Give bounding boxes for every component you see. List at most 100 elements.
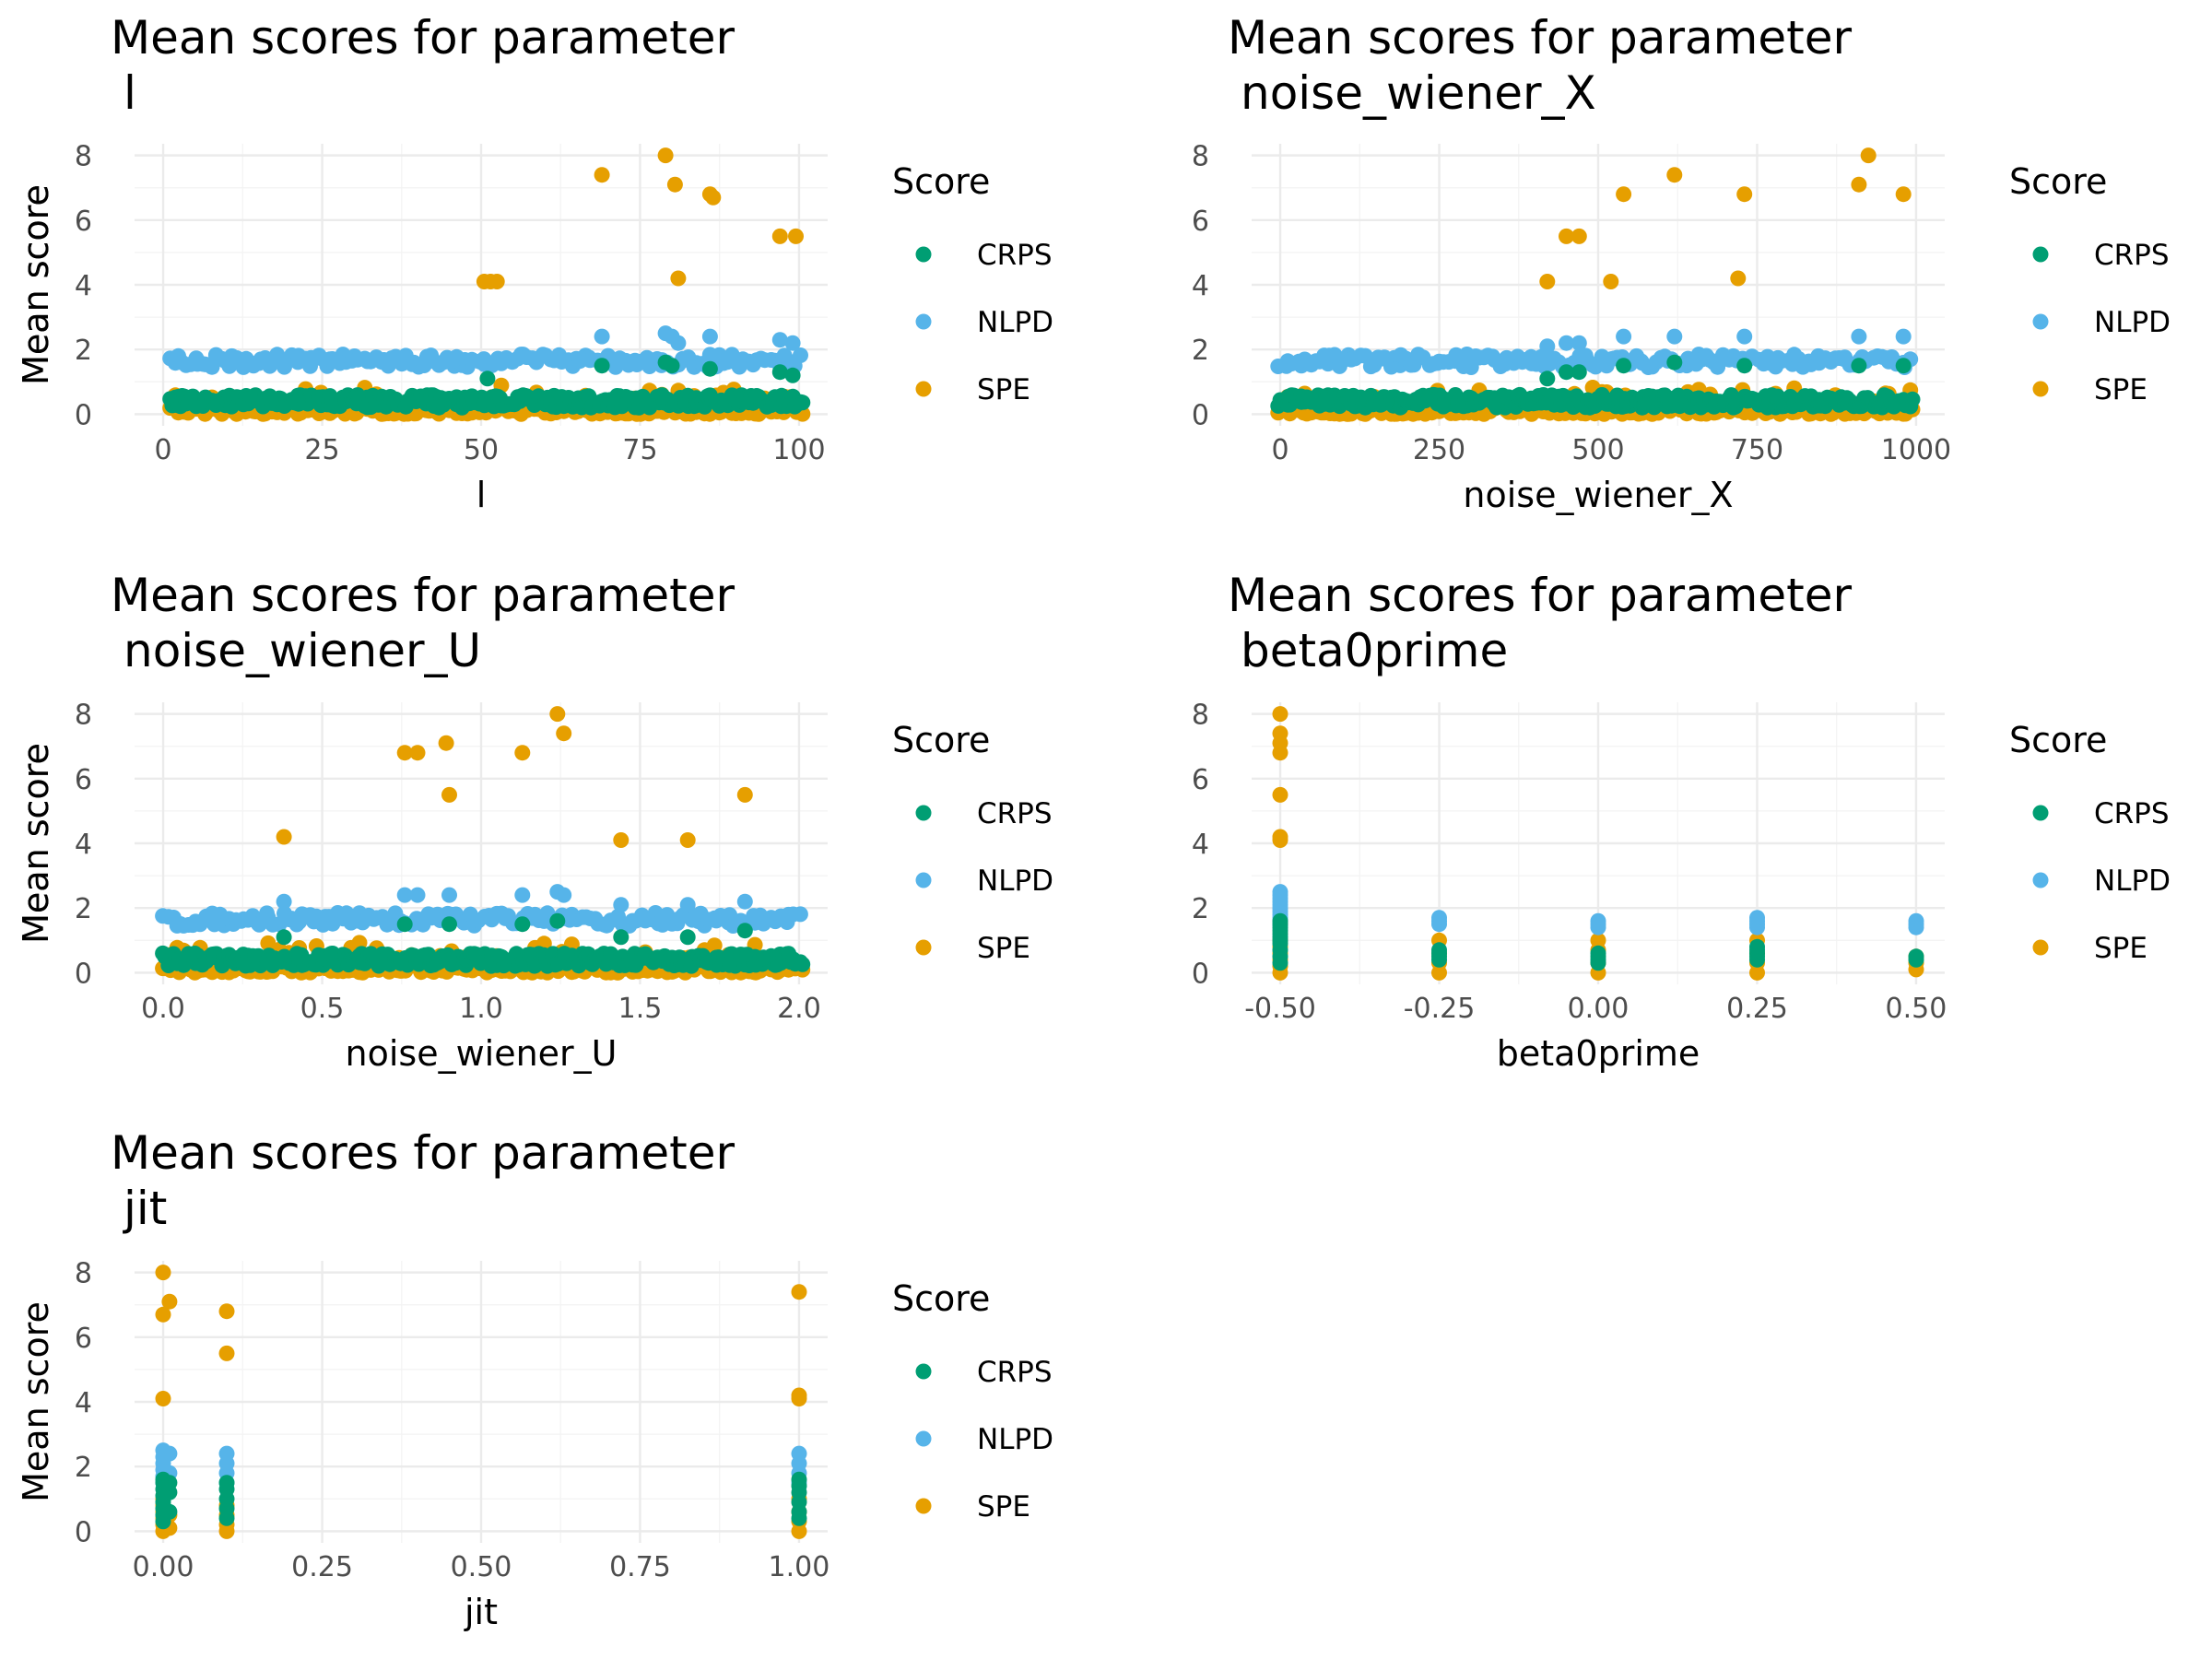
x-tick-label: 50 bbox=[464, 434, 499, 466]
point-nlpd bbox=[161, 1445, 178, 1462]
point-spe bbox=[657, 147, 674, 164]
point-nlpd bbox=[791, 1445, 807, 1462]
legend-key-spe bbox=[915, 1498, 932, 1514]
point-spe bbox=[549, 706, 566, 723]
point-spe bbox=[556, 725, 572, 742]
legend: Score CRPS NLPD SPE bbox=[892, 1278, 1053, 1524]
point-nlpd bbox=[409, 887, 426, 903]
point-crps bbox=[1666, 354, 1683, 371]
point-nlpd bbox=[1559, 335, 1574, 351]
point-spe bbox=[441, 786, 457, 803]
point-crps bbox=[679, 929, 696, 946]
y-tick-label: 8 bbox=[75, 141, 92, 173]
y-tick-label: 0 bbox=[75, 1516, 92, 1548]
y-axis-label: Mean score bbox=[16, 743, 56, 944]
y-tick-label: 8 bbox=[1192, 700, 1209, 732]
point-spe bbox=[736, 786, 753, 803]
point-spe bbox=[155, 1391, 171, 1406]
x-tick-label: 750 bbox=[1731, 434, 1783, 466]
point-crps bbox=[736, 923, 753, 939]
y-tick-label: 0 bbox=[1192, 399, 1209, 431]
y-tick-label: 4 bbox=[1192, 829, 1209, 861]
point-crps bbox=[784, 367, 801, 383]
y-tick-label: 6 bbox=[75, 764, 92, 796]
y-tick-label: 2 bbox=[1192, 335, 1209, 367]
x-tick-label: 0.25 bbox=[1726, 993, 1788, 1025]
point-spe bbox=[1666, 167, 1683, 183]
point-spe bbox=[218, 1303, 235, 1320]
point-spe bbox=[1590, 932, 1606, 948]
point-nlpd bbox=[396, 887, 413, 903]
point-nlpd bbox=[1851, 328, 1867, 345]
point-crps bbox=[1736, 358, 1753, 374]
point-crps bbox=[791, 1471, 807, 1488]
point-nlpd bbox=[218, 1445, 235, 1462]
panel-title-param: l bbox=[124, 66, 136, 120]
point-spe bbox=[613, 832, 629, 848]
point-nlpd bbox=[1616, 328, 1632, 345]
panel-title: Mean scores for parameter bbox=[111, 1126, 735, 1180]
point-crps bbox=[1272, 912, 1288, 929]
point-spe bbox=[679, 832, 696, 848]
x-axis-label: noise_wiener_U bbox=[346, 1033, 618, 1074]
legend-key-nlpd bbox=[915, 1430, 932, 1447]
panel-beta0prime: Mean scores for parameterbeta0prime-0.50… bbox=[16, 569, 2171, 1074]
legend-label-nlpd: NLPD bbox=[2094, 306, 2171, 339]
point-spe bbox=[1895, 186, 1912, 203]
legend-key-nlpd bbox=[2032, 872, 2049, 888]
legend: Score CRPS NLPD SPE bbox=[2009, 161, 2171, 406]
point-nlpd bbox=[1272, 884, 1288, 900]
x-tick-label: 500 bbox=[1571, 434, 1624, 466]
point-crps bbox=[1908, 948, 1924, 965]
point-nlpd bbox=[276, 893, 292, 910]
point-spe bbox=[1272, 706, 1288, 723]
point-nlpd bbox=[784, 335, 801, 351]
point-crps bbox=[514, 916, 531, 933]
y-tick-label: 4 bbox=[1192, 270, 1209, 302]
y-tick-label: 0 bbox=[75, 958, 92, 990]
point-crps bbox=[1904, 391, 1921, 407]
legend-label-nlpd: NLPD bbox=[977, 1423, 1053, 1456]
x-tick-label: 0.0 bbox=[141, 993, 185, 1025]
x-tick-label: 0.50 bbox=[451, 1551, 512, 1583]
x-tick-label: 1000 bbox=[1881, 434, 1951, 466]
legend-label-crps: CRPS bbox=[977, 1356, 1053, 1389]
point-crps bbox=[276, 929, 292, 946]
x-tick-label: 0.75 bbox=[609, 1551, 671, 1583]
point-nlpd bbox=[1571, 335, 1587, 351]
point-spe bbox=[276, 829, 292, 845]
x-tick-label: 0.00 bbox=[133, 1551, 194, 1583]
y-tick-label: 2 bbox=[75, 893, 92, 925]
panel-title: Mean scores for parameter bbox=[1228, 11, 1852, 65]
point-nlpd bbox=[771, 332, 788, 348]
point-spe bbox=[791, 1284, 807, 1300]
point-crps bbox=[1571, 364, 1587, 381]
point-spe bbox=[438, 735, 454, 751]
legend: Score CRPS NLPD SPE bbox=[892, 720, 1053, 965]
point-crps bbox=[1851, 358, 1867, 374]
point-spe bbox=[155, 1306, 171, 1323]
y-axis-label: Mean score bbox=[16, 184, 56, 385]
x-tick-label: 0.25 bbox=[291, 1551, 353, 1583]
point-spe bbox=[670, 270, 687, 287]
point-spe bbox=[161, 1293, 178, 1310]
legend-key-spe bbox=[2032, 381, 2049, 397]
legend-label-crps: CRPS bbox=[2094, 239, 2170, 272]
y-tick-label: 2 bbox=[75, 1452, 92, 1484]
legend-key-crps bbox=[915, 805, 932, 821]
x-tick-label: 0.50 bbox=[1886, 993, 1947, 1025]
point-nlpd bbox=[701, 328, 718, 345]
point-nlpd bbox=[792, 906, 808, 923]
point-nlpd bbox=[441, 887, 457, 903]
legend-key-crps bbox=[915, 1363, 932, 1380]
points bbox=[162, 147, 811, 422]
point-spe bbox=[1860, 147, 1877, 164]
x-axis-label: l bbox=[477, 475, 487, 515]
legend-label-nlpd: NLPD bbox=[2094, 865, 2171, 898]
point-spe bbox=[155, 1265, 171, 1281]
legend-label-nlpd: NLPD bbox=[977, 306, 1053, 339]
point-crps bbox=[161, 1503, 178, 1520]
x-tick-label: 0 bbox=[154, 434, 171, 466]
point-nlpd bbox=[1666, 328, 1683, 345]
